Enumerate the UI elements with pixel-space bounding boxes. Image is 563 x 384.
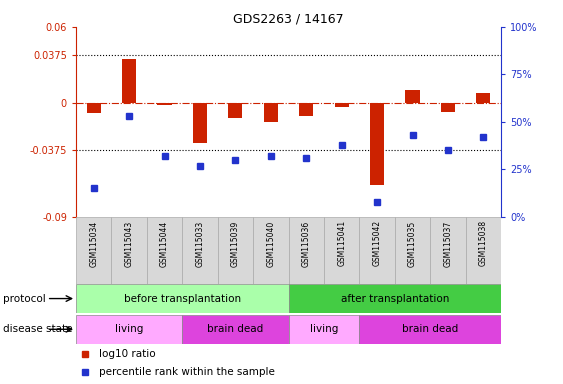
- Bar: [289, 315, 359, 344]
- Bar: [441, 103, 455, 112]
- Text: GSM115039: GSM115039: [231, 220, 240, 266]
- Bar: [218, 217, 253, 284]
- Bar: [158, 103, 172, 106]
- Text: brain dead: brain dead: [207, 324, 263, 334]
- Text: log10 ratio: log10 ratio: [100, 349, 156, 359]
- Text: after transplantation: after transplantation: [341, 293, 449, 304]
- Bar: [430, 217, 466, 284]
- Bar: [370, 103, 384, 185]
- Bar: [476, 93, 490, 103]
- Bar: [359, 217, 395, 284]
- Text: GSM115038: GSM115038: [479, 220, 488, 266]
- Text: before transplantation: before transplantation: [124, 293, 241, 304]
- Bar: [324, 217, 359, 284]
- Text: living: living: [310, 324, 338, 334]
- Text: GSM115036: GSM115036: [302, 220, 311, 266]
- Bar: [76, 315, 182, 344]
- Text: GSM115041: GSM115041: [337, 220, 346, 266]
- Text: GSM115043: GSM115043: [124, 220, 133, 266]
- Bar: [122, 59, 136, 103]
- Bar: [76, 284, 289, 313]
- Bar: [111, 217, 147, 284]
- Text: GSM115040: GSM115040: [266, 220, 275, 266]
- Bar: [289, 217, 324, 284]
- Bar: [334, 103, 348, 107]
- Bar: [182, 315, 289, 344]
- Bar: [263, 103, 278, 122]
- Bar: [299, 103, 314, 116]
- Text: GSM115035: GSM115035: [408, 220, 417, 266]
- Text: GSM115037: GSM115037: [444, 220, 453, 266]
- Text: brain dead: brain dead: [402, 324, 458, 334]
- Text: percentile rank within the sample: percentile rank within the sample: [100, 366, 275, 377]
- Bar: [87, 103, 101, 113]
- Bar: [193, 103, 207, 144]
- Text: GSM115033: GSM115033: [195, 220, 204, 266]
- Bar: [466, 217, 501, 284]
- Bar: [76, 217, 111, 284]
- Bar: [253, 217, 289, 284]
- Text: GSM115044: GSM115044: [160, 220, 169, 266]
- Bar: [182, 217, 218, 284]
- Text: living: living: [115, 324, 144, 334]
- Text: protocol: protocol: [3, 293, 46, 304]
- Title: GDS2263 / 14167: GDS2263 / 14167: [233, 13, 344, 26]
- Text: GSM115034: GSM115034: [89, 220, 98, 266]
- Bar: [289, 284, 501, 313]
- Bar: [147, 217, 182, 284]
- Bar: [359, 315, 501, 344]
- Bar: [395, 217, 430, 284]
- Text: disease state: disease state: [3, 324, 72, 334]
- Text: GSM115042: GSM115042: [373, 220, 382, 266]
- Bar: [405, 90, 419, 103]
- Bar: [229, 103, 243, 118]
